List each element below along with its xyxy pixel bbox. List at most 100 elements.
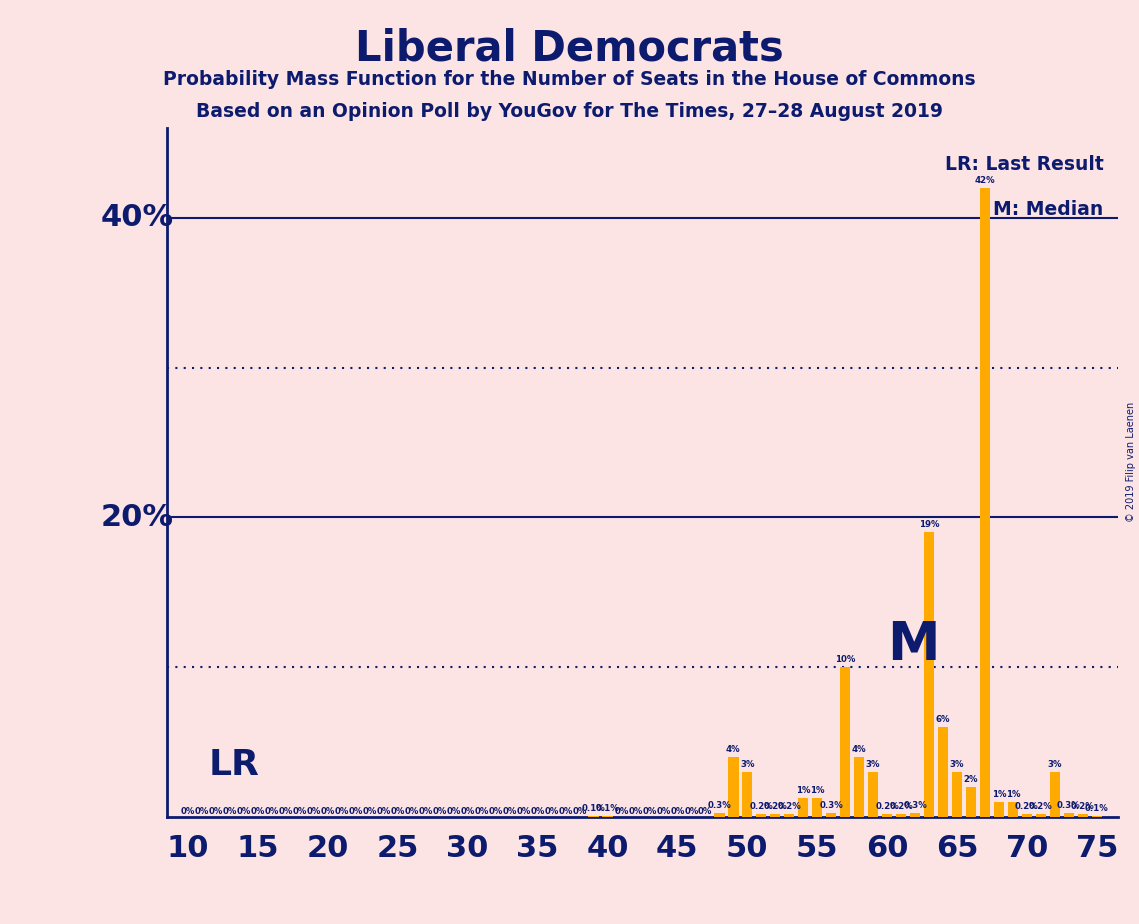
Text: 0%: 0% — [558, 807, 573, 816]
Text: 0%: 0% — [181, 807, 195, 816]
Text: M: M — [887, 619, 940, 671]
Text: 0%: 0% — [293, 807, 308, 816]
Text: 0%: 0% — [460, 807, 475, 816]
Bar — [868, 772, 878, 817]
Text: 20%: 20% — [101, 503, 174, 532]
Text: 0%: 0% — [516, 807, 531, 816]
Text: 6%: 6% — [936, 715, 950, 724]
Bar — [937, 727, 948, 817]
Bar — [966, 787, 976, 817]
Text: 0.2%: 0.2% — [1015, 802, 1039, 811]
Text: Based on an Opinion Poll by YouGov for The Times, 27–28 August 2019: Based on an Opinion Poll by YouGov for T… — [196, 102, 943, 121]
Text: LR: LR — [208, 748, 260, 782]
Text: 1%: 1% — [992, 790, 1006, 799]
Text: M: Median: M: Median — [993, 201, 1104, 219]
Bar — [826, 812, 836, 817]
Text: 0.2%: 0.2% — [875, 802, 899, 811]
Text: 0%: 0% — [544, 807, 559, 816]
Text: 2%: 2% — [964, 775, 978, 784]
Text: 0%: 0% — [362, 807, 377, 816]
Text: 0%: 0% — [377, 807, 391, 816]
Text: © 2019 Filip van Laenen: © 2019 Filip van Laenen — [1125, 402, 1136, 522]
Text: 0%: 0% — [502, 807, 517, 816]
Text: 0%: 0% — [264, 807, 279, 816]
Bar — [756, 814, 767, 817]
Text: 3%: 3% — [866, 760, 880, 769]
Text: 0%: 0% — [433, 807, 446, 816]
Text: 0%: 0% — [572, 807, 587, 816]
Text: 0.2%: 0.2% — [1029, 802, 1052, 811]
Bar — [952, 772, 962, 817]
Bar — [839, 667, 851, 817]
Bar — [1064, 812, 1074, 817]
Text: 0.1%: 0.1% — [1084, 804, 1108, 812]
Text: 4%: 4% — [726, 745, 740, 754]
Text: 3%: 3% — [950, 760, 965, 769]
Text: 0%: 0% — [418, 807, 433, 816]
Text: 0%: 0% — [251, 807, 265, 816]
Bar — [728, 757, 738, 817]
Text: 1%: 1% — [810, 785, 825, 795]
Bar — [603, 816, 613, 817]
Bar — [1091, 816, 1103, 817]
Text: 0%: 0% — [349, 807, 363, 816]
Text: 0%: 0% — [629, 807, 642, 816]
Bar — [588, 816, 599, 817]
Bar — [854, 757, 865, 817]
Bar — [1022, 814, 1032, 817]
Text: 0%: 0% — [642, 807, 656, 816]
Text: Liberal Democrats: Liberal Democrats — [355, 28, 784, 69]
Text: 0%: 0% — [670, 807, 685, 816]
Text: 0.1%: 0.1% — [596, 804, 620, 812]
Text: 40%: 40% — [101, 203, 174, 232]
Bar — [770, 814, 780, 817]
Text: 0%: 0% — [656, 807, 671, 816]
Text: 0%: 0% — [446, 807, 461, 816]
Text: 0%: 0% — [685, 807, 698, 816]
Bar — [1008, 802, 1018, 817]
Text: 42%: 42% — [975, 176, 995, 185]
Bar — [1035, 814, 1046, 817]
Text: 0%: 0% — [237, 807, 251, 816]
Bar — [741, 772, 753, 817]
Text: 0%: 0% — [475, 807, 489, 816]
Text: 0%: 0% — [614, 807, 629, 816]
Text: 0%: 0% — [279, 807, 293, 816]
Bar — [910, 812, 920, 817]
Bar — [993, 802, 1005, 817]
Text: 0.2%: 0.2% — [1071, 802, 1095, 811]
Text: 0.3%: 0.3% — [1057, 800, 1081, 809]
Text: 0%: 0% — [335, 807, 349, 816]
Bar — [714, 812, 724, 817]
Text: 1%: 1% — [796, 785, 811, 795]
Text: 0%: 0% — [321, 807, 335, 816]
Bar — [798, 797, 809, 817]
Bar — [882, 814, 892, 817]
Text: 3%: 3% — [1048, 760, 1062, 769]
Text: 0%: 0% — [306, 807, 321, 816]
Text: 0%: 0% — [698, 807, 713, 816]
Text: 10%: 10% — [835, 655, 855, 664]
Text: 0%: 0% — [195, 807, 210, 816]
Text: 4%: 4% — [852, 745, 867, 754]
Text: 0.2%: 0.2% — [763, 802, 787, 811]
Text: 0%: 0% — [404, 807, 419, 816]
Text: 0%: 0% — [208, 807, 223, 816]
Bar — [812, 797, 822, 817]
Text: 0%: 0% — [223, 807, 237, 816]
Text: 19%: 19% — [919, 520, 940, 529]
Text: 1%: 1% — [1006, 790, 1021, 799]
Text: 0%: 0% — [531, 807, 544, 816]
Text: 0.3%: 0.3% — [707, 800, 731, 809]
Text: 0%: 0% — [489, 807, 502, 816]
Text: LR: Last Result: LR: Last Result — [944, 155, 1104, 175]
Bar — [1049, 772, 1060, 817]
Bar — [924, 532, 934, 817]
Text: Probability Mass Function for the Number of Seats in the House of Commons: Probability Mass Function for the Number… — [163, 70, 976, 90]
Text: 0.2%: 0.2% — [749, 802, 773, 811]
Text: 0%: 0% — [391, 807, 405, 816]
Text: 0.3%: 0.3% — [903, 800, 927, 809]
Text: 0.2%: 0.2% — [890, 802, 912, 811]
Bar — [784, 814, 794, 817]
Bar — [1077, 814, 1088, 817]
